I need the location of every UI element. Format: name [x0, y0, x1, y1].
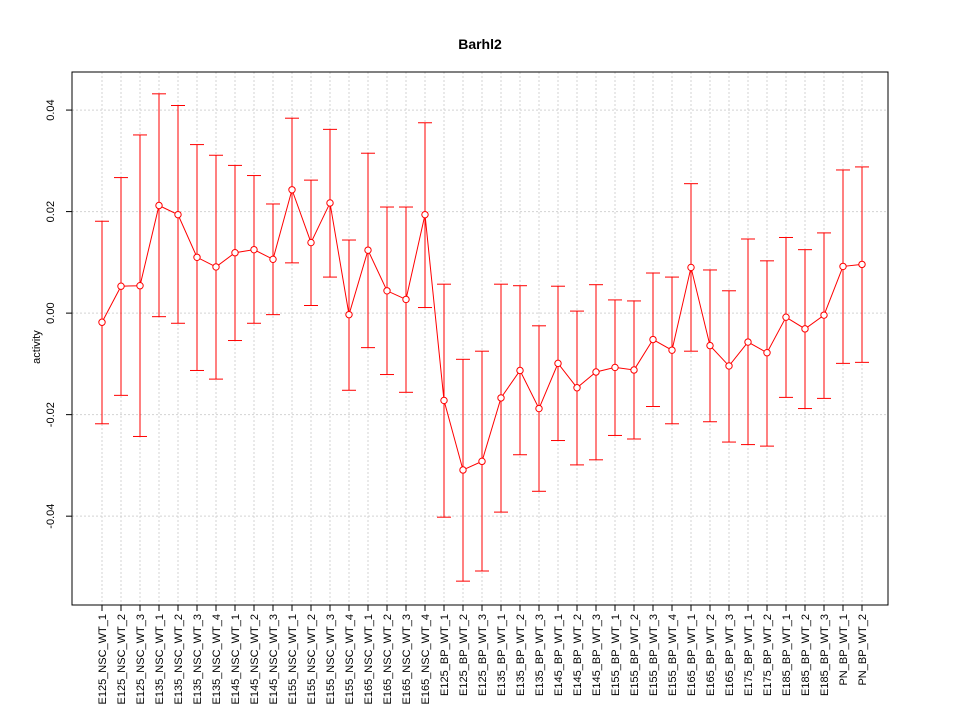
- x-tick-label: E155_BP_WT_3: [648, 614, 660, 696]
- data-point: [307, 238, 315, 247]
- y-tick-label: -0.04: [45, 504, 57, 529]
- data-point: [459, 466, 467, 474]
- x-tick-label: E155_BP_WT_1: [610, 614, 622, 696]
- x-tick-label: E185_BP_WT_2: [800, 614, 812, 696]
- x-tick-label: E125_BP_WT_1: [439, 614, 451, 696]
- x-tick-label: E145_BP_WT_3: [591, 614, 603, 696]
- x-tick-label: E155_NSC_WT_2: [306, 614, 318, 705]
- x-tick-label: E155_BP_WT_4: [667, 614, 679, 696]
- x-tick-label: E165_NSC_WT_1: [363, 614, 375, 705]
- x-tick-label: E165_NSC_WT_4: [420, 614, 432, 705]
- x-tick-label: E155_NSC_WT_3: [325, 614, 337, 705]
- data-point: [706, 341, 714, 350]
- data-point: [497, 394, 505, 402]
- x-tick-label: E145_NSC_WT_3: [268, 614, 280, 705]
- data-point: [820, 311, 828, 319]
- data-point: [611, 363, 619, 372]
- x-tick-label: E145_BP_WT_2: [572, 614, 584, 696]
- data-point: [630, 366, 638, 374]
- x-tick-label: E165_NSC_WT_2: [382, 614, 394, 705]
- y-axis: -0.04 -0.02 0.00 0.02 0.04: [45, 99, 72, 529]
- data-point: [516, 366, 524, 375]
- x-tick-label: E185_BP_WT_1: [781, 614, 793, 696]
- data-point: [763, 349, 771, 357]
- data-point: [402, 295, 410, 304]
- data-point: [364, 246, 372, 254]
- x-axis: E125_NSC_WT_1 E125_NSC_WT_2 E125_NSC_WT_3 E…: [97, 605, 869, 705]
- data-point: [193, 253, 201, 261]
- x-tick-label: E135_NSC_WT_1: [154, 614, 166, 705]
- data-point: [801, 325, 809, 333]
- data-point: [535, 404, 543, 413]
- data-point: [592, 368, 600, 376]
- data-point: [155, 201, 163, 210]
- data-point: [174, 210, 182, 219]
- x-tick-label: PN_BP_WT_1: [838, 614, 850, 686]
- x-tick-label: E135_NSC_WT_2: [173, 614, 185, 705]
- y-axis-label: activity: [31, 330, 43, 364]
- data-point: [478, 457, 486, 466]
- x-tick-label: E155_NSC_WT_4: [344, 614, 356, 705]
- x-tick-label: E125_NSC_WT_3: [135, 614, 147, 705]
- x-tick-label: E165_NSC_WT_3: [401, 614, 413, 705]
- x-tick-label: E135_NSC_WT_3: [192, 614, 204, 705]
- x-tick-label: E165_BP_WT_3: [724, 614, 736, 696]
- data-point: [858, 260, 866, 269]
- data-point: [725, 362, 733, 370]
- chart-title: Barhl2: [458, 36, 502, 52]
- y-tick-label: 0.02: [45, 201, 57, 222]
- x-tick-label: E165_BP_WT_1: [686, 614, 698, 696]
- x-tick-label: E135_BP_WT_2: [515, 614, 527, 696]
- x-tick-label: E175_BP_WT_2: [762, 614, 774, 696]
- data-point: [345, 310, 353, 319]
- data-point: [136, 282, 144, 290]
- data-point: [573, 384, 581, 392]
- data-point: [668, 346, 676, 354]
- data-points: [98, 186, 866, 474]
- data-point: [744, 338, 752, 346]
- y-tick-label: -0.02: [45, 402, 57, 427]
- x-tick-label: E135_NSC_WT_4: [211, 614, 223, 705]
- data-point: [440, 396, 448, 405]
- data-point: [687, 263, 695, 272]
- data-point: [212, 263, 220, 271]
- data-point: [98, 318, 106, 326]
- x-tick-label: E135_BP_WT_1: [496, 614, 508, 696]
- data-point: [649, 335, 657, 344]
- y-tick-label: 0.04: [45, 99, 57, 120]
- x-tick-label: E125_NSC_WT_2: [116, 614, 128, 705]
- x-tick-label: E125_NSC_WT_1: [97, 614, 109, 705]
- x-tick-label: E155_NSC_WT_1: [287, 614, 299, 705]
- x-tick-label: E175_BP_WT_1: [743, 614, 755, 696]
- x-tick-label: E125_BP_WT_3: [477, 614, 489, 696]
- data-point: [288, 186, 296, 194]
- data-point: [421, 210, 429, 219]
- data-point: [117, 282, 125, 290]
- x-tick-label: E145_NSC_WT_1: [230, 614, 242, 705]
- x-tick-label: E185_BP_WT_3: [819, 614, 831, 696]
- x-tick-label: E145_BP_WT_1: [553, 614, 565, 696]
- plot-frame: [71, 71, 889, 606]
- y-tick-label: 0.00: [45, 302, 57, 323]
- x-tick-label: E125_BP_WT_2: [458, 614, 470, 696]
- x-tick-label: E155_BP_WT_2: [629, 614, 641, 696]
- data-point: [554, 359, 562, 368]
- x-tick-label: E135_BP_WT_3: [534, 614, 546, 696]
- data-point: [383, 287, 391, 295]
- data-point: [782, 313, 790, 321]
- x-tick-label: PN_BP_WT_2: [857, 614, 869, 686]
- data-point: [250, 245, 258, 254]
- data-point: [326, 199, 334, 207]
- x-tick-label: E165_BP_WT_2: [705, 614, 717, 696]
- data-point: [231, 249, 239, 257]
- data-point: [839, 262, 847, 271]
- data-point: [269, 255, 277, 264]
- x-tick-label: E145_NSC_WT_2: [249, 614, 261, 705]
